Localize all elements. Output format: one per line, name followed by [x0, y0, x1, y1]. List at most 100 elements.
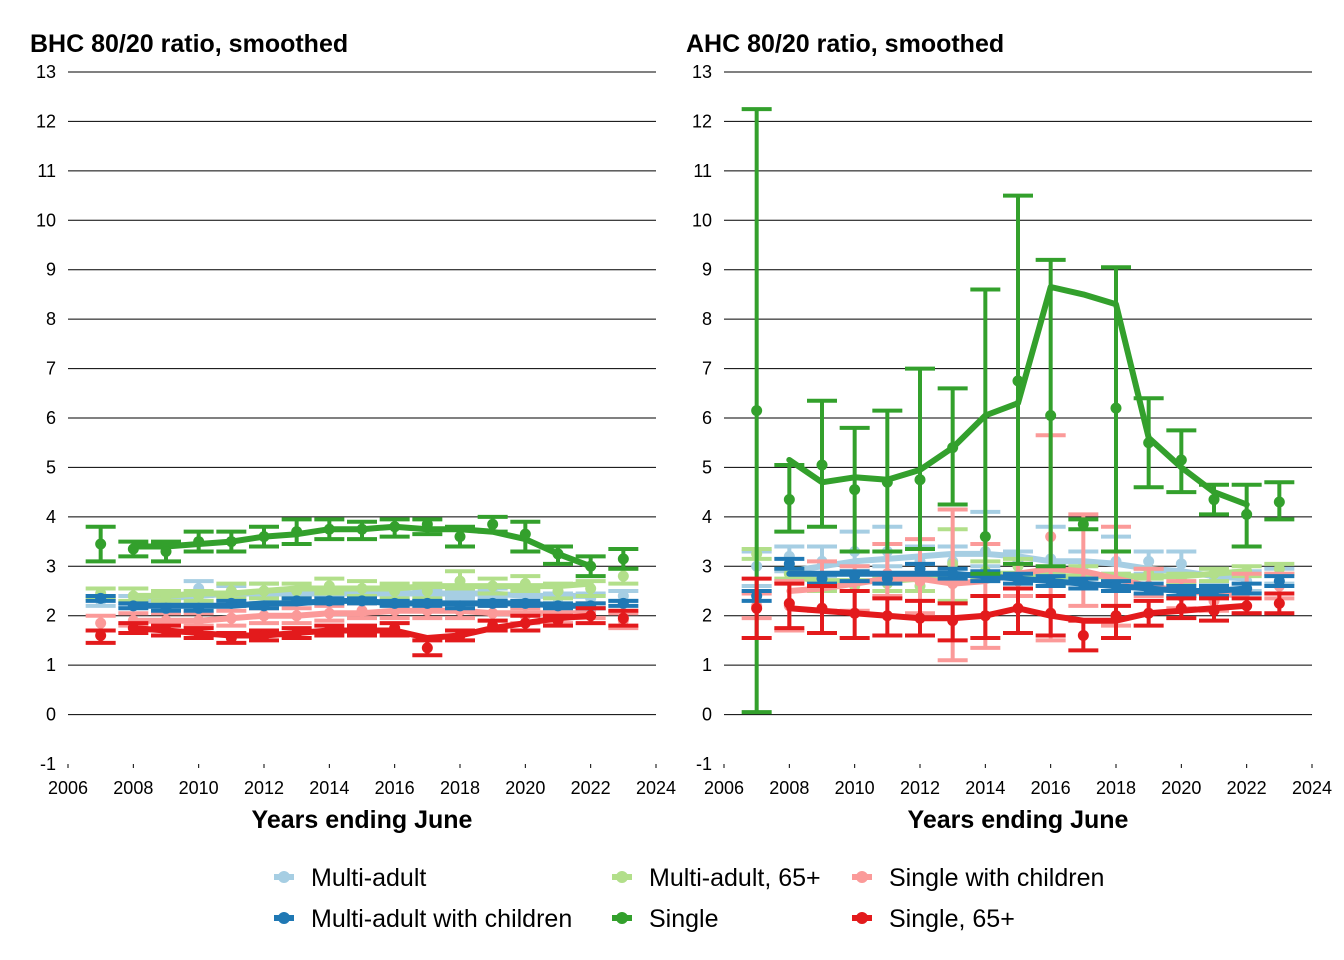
legend-swatch-point [856, 871, 868, 883]
data-point [1273, 597, 1285, 609]
data-point [160, 545, 172, 557]
data-point [1045, 410, 1057, 422]
legend-swatch-point [616, 871, 628, 883]
y-tick-label: 4 [702, 507, 712, 527]
chart-title: AHC 80/20 ratio, smoothed [686, 30, 1004, 58]
data-point [881, 476, 893, 488]
legend-label: Single, 65+ [889, 905, 1015, 933]
y-tick-label: 12 [36, 111, 56, 131]
data-point [1241, 508, 1253, 520]
data-point [127, 543, 139, 555]
data-point [389, 521, 401, 533]
legend-item: Multi-adult, 65+ [612, 864, 821, 892]
data-point [421, 597, 433, 609]
data-point [617, 597, 629, 609]
y-tick-label: 11 [693, 161, 712, 181]
data-point [454, 575, 466, 587]
y-tick-label: 5 [702, 457, 712, 477]
y-tick-label: 13 [36, 62, 56, 82]
series-single [85, 514, 639, 579]
data-point [127, 600, 139, 612]
legend-swatch-point [278, 871, 290, 883]
data-point [291, 627, 303, 639]
data-point [225, 585, 237, 597]
data-point [849, 484, 861, 496]
x-tick-label: 2020 [505, 778, 545, 798]
y-tick-label: 10 [692, 210, 712, 230]
data-point [1045, 607, 1057, 619]
data-point [160, 625, 172, 637]
ahc-panel: AHC 80/20 ratio, smoothed-10123456789101… [686, 30, 1332, 834]
y-tick-label: 1 [46, 655, 56, 675]
y-tick-label: 9 [702, 260, 712, 280]
series-multi-adult-65 [85, 566, 639, 603]
y-tick-label: 1 [702, 655, 712, 675]
data-point [1208, 494, 1220, 506]
data-point [1143, 555, 1155, 567]
data-point [1175, 585, 1187, 597]
legend-item: Multi-adult [274, 864, 426, 892]
x-tick-label: 2024 [636, 778, 676, 798]
data-point [947, 568, 959, 580]
data-point [914, 612, 926, 624]
data-point [193, 602, 205, 614]
data-point [258, 610, 270, 622]
y-tick-label: 6 [702, 408, 712, 428]
data-point [585, 560, 597, 572]
data-point [1143, 437, 1155, 449]
legend-label: Multi-adult [311, 864, 426, 892]
data-point [193, 627, 205, 639]
data-point [487, 580, 499, 592]
data-point [1045, 575, 1057, 587]
data-point [1110, 580, 1122, 592]
smoothed-line [786, 284, 1250, 508]
data-point [389, 622, 401, 634]
x-axis-title: Years ending June [252, 806, 473, 834]
x-tick-label: 2016 [1031, 778, 1071, 798]
data-point [258, 585, 270, 597]
data-point [193, 536, 205, 548]
data-point [323, 607, 335, 619]
data-point [356, 625, 368, 637]
data-point [487, 597, 499, 609]
data-point [356, 595, 368, 607]
data-point [849, 570, 861, 582]
data-point [1175, 558, 1187, 570]
x-tick-label: 2010 [835, 778, 875, 798]
x-tick-label: 2014 [309, 778, 349, 798]
y-tick-label: 7 [702, 359, 712, 379]
x-tick-label: 2006 [704, 778, 744, 798]
data-point [849, 607, 861, 619]
legend-label: Single [649, 905, 719, 933]
bhc-panel: BHC 80/20 ratio, smoothed-10123456789101… [30, 30, 676, 834]
series-single-65 [85, 606, 639, 658]
data-point [323, 580, 335, 592]
data-point [617, 570, 629, 582]
data-point [979, 531, 991, 543]
data-point [258, 600, 270, 612]
data-point [585, 610, 597, 622]
data-point [1077, 629, 1089, 641]
y-tick-label: 13 [692, 62, 712, 82]
data-point [356, 523, 368, 535]
data-point [1273, 563, 1285, 575]
data-point [947, 615, 959, 627]
data-point [783, 597, 795, 609]
data-point [617, 612, 629, 624]
data-point [454, 587, 466, 599]
x-tick-label: 2014 [965, 778, 1005, 798]
data-point [914, 474, 926, 486]
data-point [1208, 568, 1220, 580]
data-point [552, 548, 564, 560]
data-point [751, 405, 763, 417]
y-tick-label: 2 [46, 606, 56, 626]
data-point [1012, 602, 1024, 614]
y-tick-label: 0 [702, 705, 712, 725]
data-point [421, 642, 433, 654]
x-tick-label: 2010 [179, 778, 219, 798]
data-point [127, 622, 139, 634]
data-point [389, 597, 401, 609]
data-point [1077, 578, 1089, 590]
data-point [519, 528, 531, 540]
